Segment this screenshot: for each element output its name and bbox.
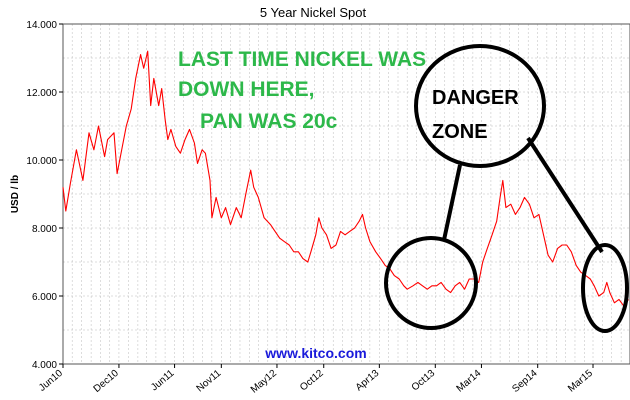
x-tick-label: May12 bbox=[249, 368, 279, 396]
series-layer bbox=[62, 50, 629, 307]
grid bbox=[62, 23, 630, 365]
y-axis-label: USD / lb bbox=[10, 175, 21, 213]
zone-circle-2015 bbox=[581, 243, 629, 333]
y-tick-label: 4.000 bbox=[32, 360, 57, 371]
x-tick-label: Jun10 bbox=[37, 368, 65, 394]
callout-pointer-right bbox=[526, 136, 604, 254]
x-tick-label: Mar14 bbox=[455, 368, 484, 395]
x-tick-label: Oct13 bbox=[410, 368, 438, 394]
x-tick-label: Nov11 bbox=[195, 368, 224, 395]
source-label: www.kitco.com bbox=[264, 345, 366, 361]
zone-circle-2013 bbox=[384, 236, 478, 330]
danger-zone-callout-circle bbox=[414, 44, 546, 168]
plot-frame bbox=[62, 23, 630, 365]
y-tick-label: 6.000 bbox=[32, 292, 57, 303]
chart-title: 5 Year Nickel Spot bbox=[260, 5, 367, 20]
y-tick-label: 14.000 bbox=[26, 20, 57, 31]
price-series-line bbox=[62, 50, 629, 307]
x-tick-label: Oct12 bbox=[298, 368, 326, 394]
y-axis-ticks: 4.000 6.000 8.000 10.000 12.000 14.000 bbox=[26, 20, 63, 371]
x-tick-label: Sep14 bbox=[510, 368, 540, 395]
headline-line-2: DOWN HERE, bbox=[178, 78, 315, 101]
callout-pointer-left bbox=[442, 164, 462, 241]
x-tick-label: Dec10 bbox=[92, 368, 122, 395]
x-tick-label: Jun11 bbox=[149, 368, 177, 394]
headline-line-1: LAST TIME NICKEL WAS bbox=[178, 48, 426, 71]
x-tick-label: Apr13 bbox=[354, 368, 382, 394]
x-axis-ticks: Jun10 Dec10 Jun11 Nov11 May12 Oct12 Apr13 Oct13… bbox=[37, 364, 595, 396]
headline-line-3: PAN WAS 20c bbox=[200, 110, 338, 133]
callout-line-1: DANGER bbox=[432, 87, 519, 109]
x-tick-label: Mar15 bbox=[566, 368, 595, 395]
y-tick-label: 10.000 bbox=[26, 156, 57, 167]
y-tick-label: 12.000 bbox=[26, 88, 57, 99]
y-tick-label: 8.000 bbox=[32, 224, 57, 235]
callout-line-2: ZONE bbox=[432, 121, 488, 143]
